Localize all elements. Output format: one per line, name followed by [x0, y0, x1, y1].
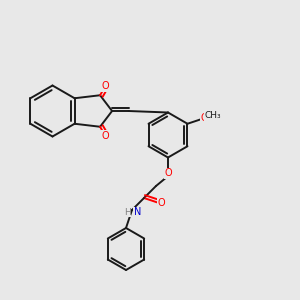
Text: CH₃: CH₃ [205, 111, 221, 120]
Text: O: O [164, 168, 172, 178]
Text: O: O [157, 197, 165, 208]
Text: H: H [124, 208, 130, 217]
Text: O: O [101, 81, 109, 91]
Text: N: N [134, 207, 141, 218]
Text: O: O [101, 131, 109, 141]
Text: O: O [201, 113, 208, 123]
